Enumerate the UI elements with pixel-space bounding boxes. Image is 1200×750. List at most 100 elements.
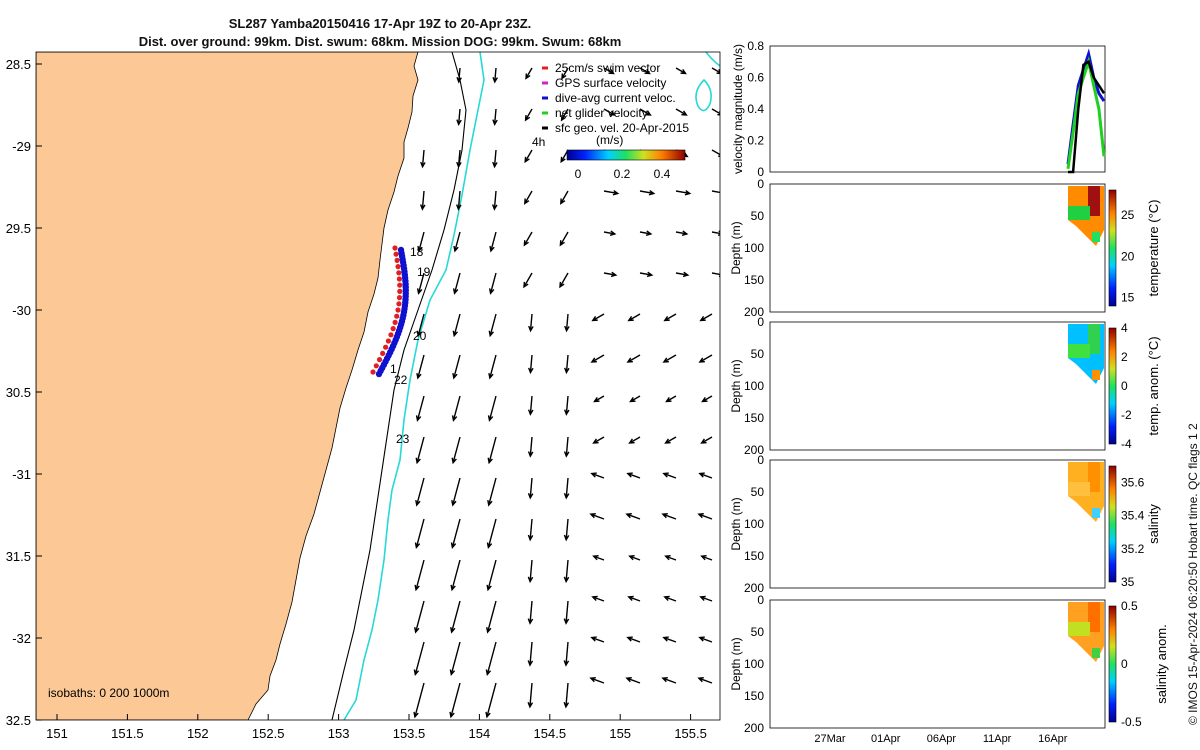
time-axis: 27Mar 01Apr 06Apr 11Apr 16Apr (814, 733, 1067, 745)
series-line (1068, 59, 1106, 174)
heatmap-patch (1088, 324, 1100, 354)
colorbar-tick-label: 4 (1121, 321, 1128, 335)
velocity-arrow (523, 231, 533, 247)
velocity-arrow (415, 436, 425, 465)
heatmap-patch (1068, 622, 1090, 636)
velocity-arrow (665, 395, 677, 403)
panel-y-tick-label: 150 (744, 411, 764, 425)
velocity-arrow (416, 354, 425, 380)
colorbar-tick-label: 25 (1121, 208, 1135, 222)
map-x-tick-label: 154.5 (534, 726, 567, 741)
swim-vector-point (388, 332, 394, 338)
colorbar-tick-label: 0 (1121, 657, 1128, 671)
swim-vector-point (397, 288, 403, 294)
velocity-arrow (639, 271, 654, 278)
velocity-arrow (413, 682, 425, 719)
panel-y-label: Depth (m) (729, 359, 743, 412)
speed-colorbar-ticks: 0 0.2 0.4 (575, 167, 671, 181)
panel-y-tick-label: 150 (744, 273, 764, 287)
velocity-arrow (675, 189, 692, 196)
swim-vector-point (385, 338, 391, 344)
colorbar-label: temperature (°C) (1146, 200, 1161, 297)
map-x-axis: 151 151.5 152 152.5 153 153.5 154 154.5 155 155.5 (46, 714, 707, 741)
velocity-arrow (626, 472, 641, 479)
map-y-axis: 28.5 -29 29.5 -30 30.5 -31 31.5 -32 32.5 (6, 57, 42, 728)
map-x-tick-label: 151 (46, 726, 68, 741)
legend-label: net glider velocity (555, 106, 648, 120)
panel-y-label: Depth (m) (729, 221, 743, 274)
time-tick-label: 16Apr (1038, 733, 1068, 745)
velocity-arrow (451, 477, 461, 507)
velocity-arrow (591, 313, 605, 322)
velocity-arrow (524, 108, 533, 122)
velocity-arrow (663, 313, 677, 322)
panel-y-tick-label: 100 (744, 241, 764, 255)
copyright-notice: © IMOS 15-Apr-2024 06:20:50 Hobart time.… (1186, 423, 1200, 725)
velocity-arrow (711, 190, 720, 194)
time-label-20: 20 (413, 329, 427, 343)
velocity-arrow (591, 595, 605, 602)
velocity-arrow (675, 67, 687, 75)
velocity-arrow (414, 518, 425, 549)
velocity-arrow (661, 513, 677, 520)
velocity-arrow (491, 190, 498, 211)
panel-y-tick-label: 100 (744, 657, 764, 671)
panel-y-tick-label: 0.4 (747, 102, 764, 116)
panel-y-tick-label: 100 (744, 517, 764, 531)
velocity-arrow (485, 682, 497, 719)
velocity-arrow (487, 395, 497, 422)
velocity-arrow (698, 354, 713, 363)
velocity-arrow (528, 313, 534, 333)
velocity-arrow (664, 436, 677, 444)
velocity-arrow (561, 67, 569, 80)
velocity-arrow (628, 555, 641, 561)
colorbar-tick-label: 0.5 (1121, 599, 1138, 613)
velocity-arrow (487, 436, 497, 465)
velocity-arrow (485, 641, 497, 677)
velocity-arrow (564, 313, 570, 333)
map-x-tick-label: 153.5 (393, 726, 426, 741)
swim-vector-point (383, 344, 389, 350)
velocity-arrow (697, 513, 713, 520)
velocity-arrow (414, 559, 425, 592)
map-panel: 151 151.5 152 152.5 153 153.5 154 154.5 155 155.5… (6, 51, 721, 741)
velocity-arrow (415, 477, 425, 507)
heatmap-patch (1088, 462, 1100, 492)
panel-y-tick-label: 0.8 (747, 39, 764, 53)
speed-colorbar-tick: 0 (575, 167, 582, 181)
velocity-arrow (528, 354, 534, 375)
map-x-tick-label: 154 (469, 726, 491, 741)
swim-vector-point (396, 270, 402, 276)
isobath-1000m (343, 52, 485, 720)
velocity-arrow (662, 636, 677, 643)
swim-vector-point (370, 369, 376, 375)
map-frame (35, 51, 721, 721)
panel-y-tick-label: 100 (744, 379, 764, 393)
velocity-arrow (419, 190, 426, 211)
velocity-arrow (699, 595, 713, 602)
velocity-arrow (626, 636, 641, 643)
swim-vector-point (393, 251, 399, 257)
isobaths-label: isobaths: 0 200 1000m (48, 686, 169, 700)
colorbar-tick-label: -0.5 (1121, 715, 1142, 729)
panel-y-label: velocity magnitude (m/s) (731, 44, 745, 174)
velocity-arrow (563, 518, 570, 542)
velocity-arrow (527, 395, 534, 416)
speed-colorbar-unit: (m/s) (596, 133, 623, 147)
velocity-arrow (563, 395, 570, 416)
panel-y-tick-label: 200 (744, 581, 764, 595)
velocity-arrow (627, 313, 641, 322)
map-y-tick-label: -30 (12, 303, 31, 318)
velocity-arrow (698, 636, 713, 643)
velocity-arrow (639, 108, 652, 116)
velocity-arrow (488, 313, 497, 338)
glider-track (370, 245, 409, 378)
panel-y-tick-label: 200 (744, 721, 764, 735)
chart-title: SL287 Yamba20150416 17-Apr 19Z to 20-Apr… (228, 16, 532, 31)
velocity-arrow (700, 555, 713, 561)
map-y-tick-label: 29.5 (6, 221, 31, 236)
velocity-arrow (453, 231, 461, 253)
geostrophic-velocity-field (413, 67, 720, 719)
velocity-arrow (563, 682, 570, 709)
